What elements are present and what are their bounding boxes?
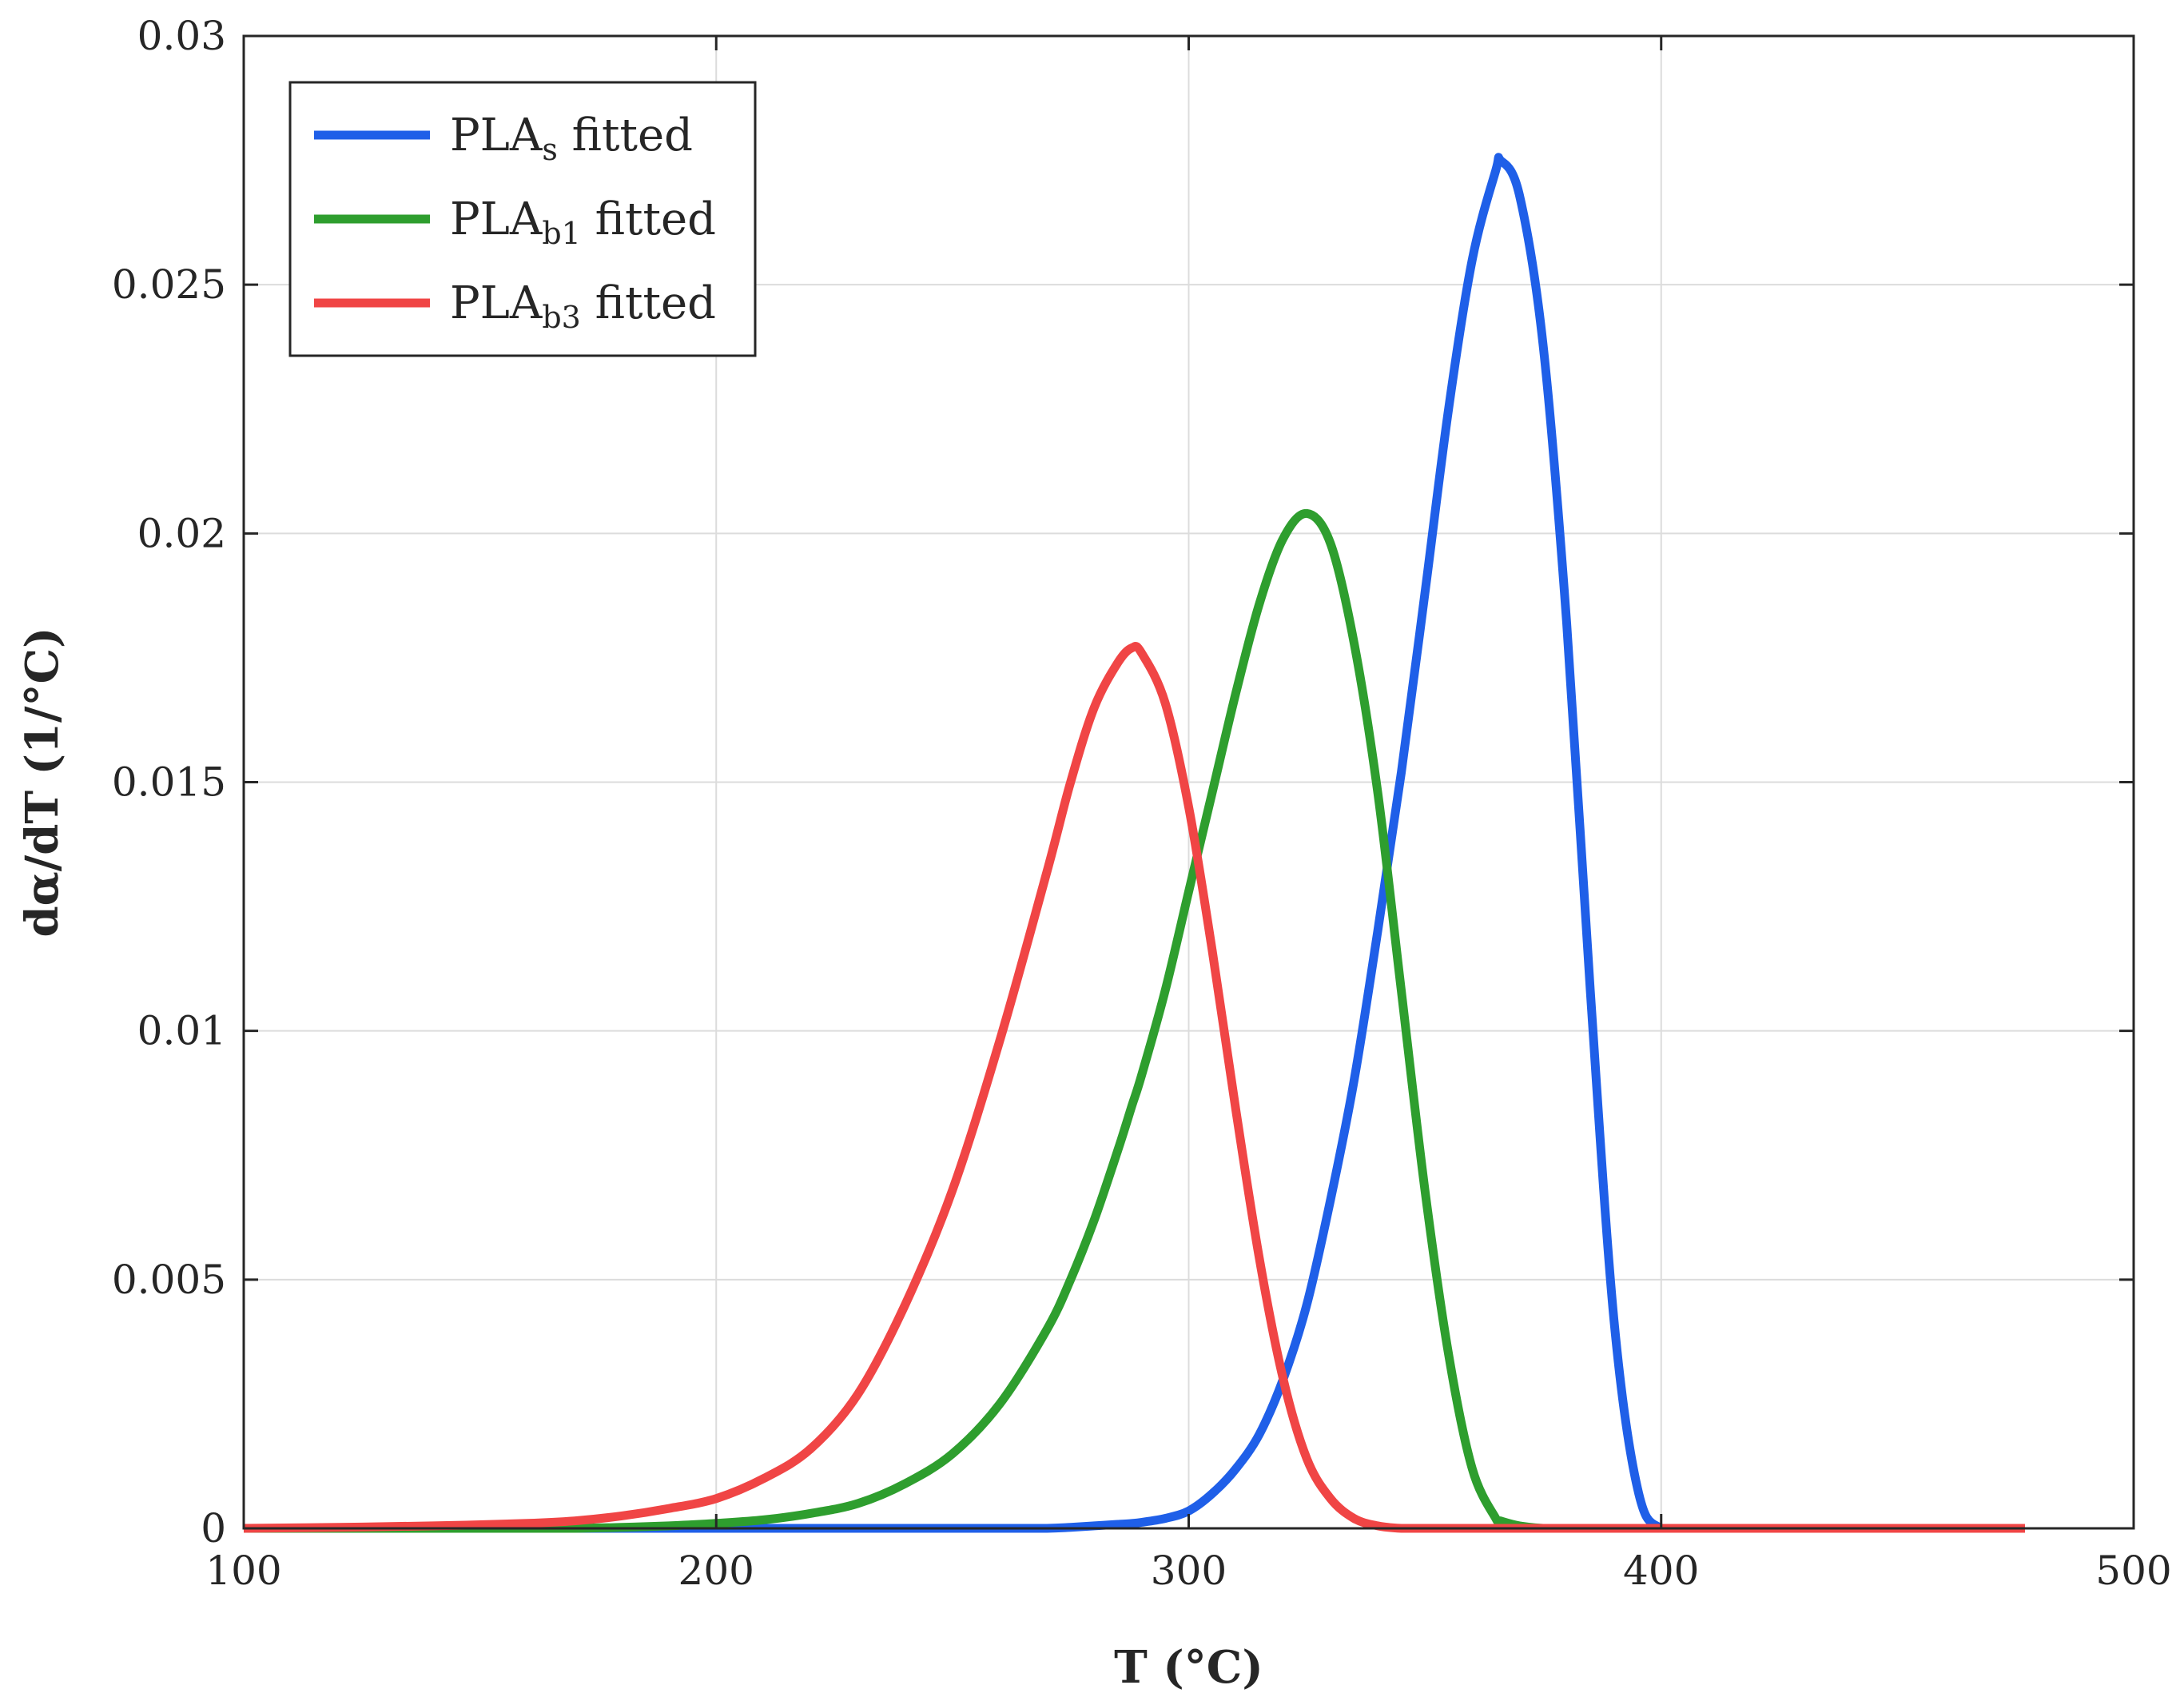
x-tick-label: 500 [2095,1548,2171,1594]
y-tick-labels: 0 0.005 0.01 0.015 0.02 0.025 0.03 [112,13,226,1552]
y-tick-label: 0.025 [112,261,226,308]
y-tick-label: 0.02 [137,510,226,556]
y-tick-label: 0.01 [137,1008,226,1054]
axis-ticks [242,34,2135,1530]
x-tick-labels: 100 200 300 400 500 [205,1548,2171,1594]
legend-entry-b3: PLAb3 fitted [450,277,716,335]
legend-entry-s: PLAs fitted [450,110,693,167]
x-axis-title: T (°C) [1114,1641,1263,1694]
x-tick-label: 100 [205,1548,281,1594]
legend-entry-b1: PLAb1 fitted [450,193,716,251]
x-tick-label: 200 [678,1548,754,1594]
y-tick-label: 0.015 [112,759,226,806]
y-tick-label: 0 [201,1505,226,1552]
y-tick-label: 0.005 [112,1257,226,1303]
y-tick-label: 0.03 [137,13,226,59]
y-axis-title: dα/dT (1/°C) [16,627,69,937]
x-tick-label: 300 [1151,1548,1227,1594]
legend: PLAs fitted PLAb1 fitted PLAb3 fitted [288,81,757,357]
x-tick-label: 400 [1623,1548,1699,1594]
